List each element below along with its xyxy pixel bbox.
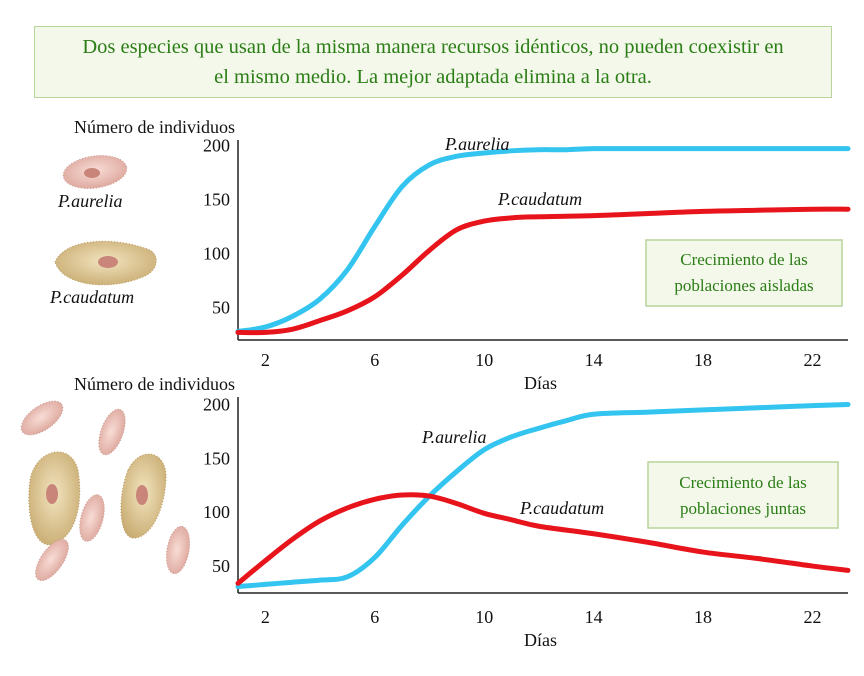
principle-banner: Dos especies que usan de la misma manera… — [34, 26, 832, 98]
x-tick-label: 10 — [475, 607, 493, 627]
legend-line-1: Crecimiento de las — [680, 250, 807, 269]
y-tick-label: 50 — [212, 298, 230, 318]
legend-box: Crecimiento de las poblaciones juntas — [647, 461, 839, 529]
x-tick-label: 18 — [694, 350, 712, 370]
banner-line-2: el mismo medio. La mejor adaptada elimin… — [214, 66, 652, 88]
mixed-culture-icon — [20, 400, 191, 582]
chart-isolated-populations: Número de individuos Días 50 100 150 200 2 6… — [74, 117, 851, 393]
y-axis-label: Número de individuos — [74, 117, 235, 137]
y-tick-label: 150 — [203, 189, 230, 209]
x-tick-label: 6 — [370, 607, 379, 627]
y-tick-label: 150 — [203, 448, 230, 468]
paramecium-illustrations: P.aurelia P.caudatum — [20, 155, 191, 582]
x-tick-label: 6 — [370, 350, 379, 370]
x-tick-label: 22 — [803, 607, 821, 627]
caudatum-series-label: P.caudatum — [519, 498, 604, 518]
y-tick-label: 50 — [212, 556, 230, 576]
banner-line-1: Dos especies que usan de la misma manera… — [82, 36, 784, 58]
x-tick-label: 2 — [261, 607, 270, 627]
y-tick-label: 200 — [203, 395, 230, 415]
y-tick-label: 200 — [203, 135, 230, 155]
caudatum-cell-icon — [54, 240, 157, 286]
chart-mixed-populations: Número de individuos Días 50 100 150 200 2 6… — [74, 374, 851, 650]
aurelia-label: P.aurelia — [57, 191, 123, 211]
aurelia-series-line — [235, 402, 851, 590]
x-axis-label: Días — [524, 373, 557, 393]
caudatum-label: P.caudatum — [49, 287, 134, 307]
aurelia-series-label: P.aurelia — [444, 134, 510, 154]
legend-box: Crecimiento de las poblaciones aisladas — [645, 239, 843, 307]
aurelia-series-line — [235, 146, 851, 334]
legend-line-1: Crecimiento de las — [679, 473, 806, 492]
aurelia-series-label: P.aurelia — [421, 427, 487, 447]
caudatum-series-line — [235, 492, 851, 586]
x-tick-label: 14 — [585, 350, 603, 370]
x-tick-label: 14 — [585, 607, 603, 627]
legend-line-2: poblaciones juntas — [680, 499, 806, 518]
x-tick-label: 10 — [475, 350, 493, 370]
aurelia-cell-icon — [62, 155, 128, 189]
x-tick-label: 2 — [261, 350, 270, 370]
x-tick-label: 22 — [803, 350, 821, 370]
x-axis-label: Días — [524, 630, 557, 650]
caudatum-series-label: P.caudatum — [497, 189, 582, 209]
x-tick-label: 18 — [694, 607, 712, 627]
legend-line-2: poblaciones aisladas — [674, 276, 813, 295]
y-tick-label: 100 — [203, 244, 230, 264]
y-axis-label: Número de individuos — [74, 374, 235, 394]
y-tick-label: 100 — [203, 502, 230, 522]
caudatum-series-line — [235, 206, 851, 336]
